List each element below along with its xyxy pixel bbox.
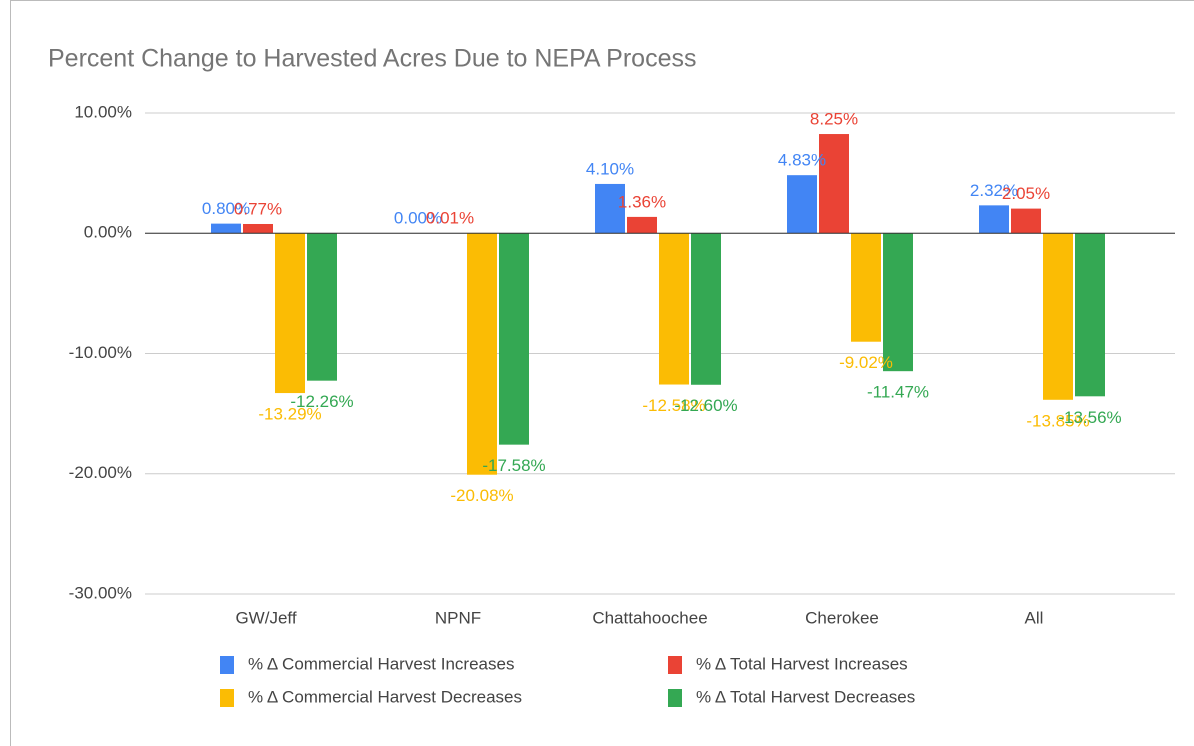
- data-label: -9.02%: [839, 353, 893, 372]
- bar: [691, 233, 721, 385]
- data-label: -13.56%: [1058, 408, 1121, 427]
- data-label: -12.60%: [674, 396, 737, 415]
- bar: [851, 233, 881, 342]
- data-label: 2.05%: [1002, 184, 1050, 203]
- legend-swatch: [668, 689, 682, 707]
- data-label: -13.85%: [1026, 411, 1089, 430]
- legend-label: % Δ Commercial Harvest Increases: [248, 654, 514, 673]
- data-label: 0.00%: [394, 209, 442, 228]
- bar: [467, 233, 497, 475]
- data-label: -20.08%: [450, 486, 513, 505]
- bar: [1075, 233, 1105, 397]
- chart-title: Percent Change to Harvested Acres Due to…: [48, 45, 696, 73]
- bar: [659, 233, 689, 385]
- bar: [819, 134, 849, 234]
- data-label: 0.77%: [234, 199, 282, 218]
- legend-swatch: [220, 689, 234, 707]
- y-tick-label: 0.00%: [84, 223, 132, 242]
- bar: [787, 175, 817, 234]
- bar: [627, 216, 657, 234]
- data-label: 1.36%: [618, 192, 666, 211]
- bar: [1011, 208, 1041, 234]
- bar: [595, 183, 625, 234]
- y-tick-label: -10.00%: [69, 343, 132, 362]
- bar: [275, 233, 305, 394]
- data-label: 0.01%: [426, 209, 474, 228]
- legend-label: % Δ Total Harvest Decreases: [696, 687, 915, 706]
- data-label: 4.10%: [586, 159, 634, 178]
- data-label: 4.83%: [778, 151, 826, 170]
- data-label: -12.58%: [642, 396, 705, 415]
- bar: [1043, 233, 1073, 400]
- data-label: 0.80%: [202, 199, 250, 218]
- x-tick-label: Cherokee: [805, 608, 879, 627]
- data-label: -11.47%: [867, 383, 929, 402]
- data-label: 2.32%: [970, 181, 1018, 200]
- data-label: -12.26%: [290, 392, 353, 411]
- bar: [243, 223, 273, 234]
- data-label: -17.58%: [482, 456, 545, 475]
- legend-swatch: [220, 656, 234, 674]
- data-label: 8.25%: [810, 110, 858, 129]
- bar: [979, 205, 1009, 234]
- x-tick-label: GW/Jeff: [235, 608, 296, 627]
- y-tick-label: -20.00%: [69, 463, 132, 482]
- frame: [10, 0, 1194, 746]
- data-label: -13.29%: [258, 405, 321, 424]
- legend-label: % Δ Commercial Harvest Decreases: [248, 687, 522, 706]
- x-tick-label: NPNF: [435, 608, 481, 627]
- bar: [307, 233, 337, 381]
- legend-label: % Δ Total Harvest Increases: [696, 654, 908, 673]
- x-tick-label: All: [1025, 608, 1044, 627]
- y-tick-label: -30.00%: [69, 583, 132, 602]
- bar: [883, 233, 913, 372]
- y-tick-label: 10.00%: [74, 102, 132, 121]
- x-tick-label: Chattahoochee: [592, 608, 707, 627]
- legend-swatch: [668, 656, 682, 674]
- bar: [211, 223, 241, 234]
- bar: [499, 233, 529, 445]
